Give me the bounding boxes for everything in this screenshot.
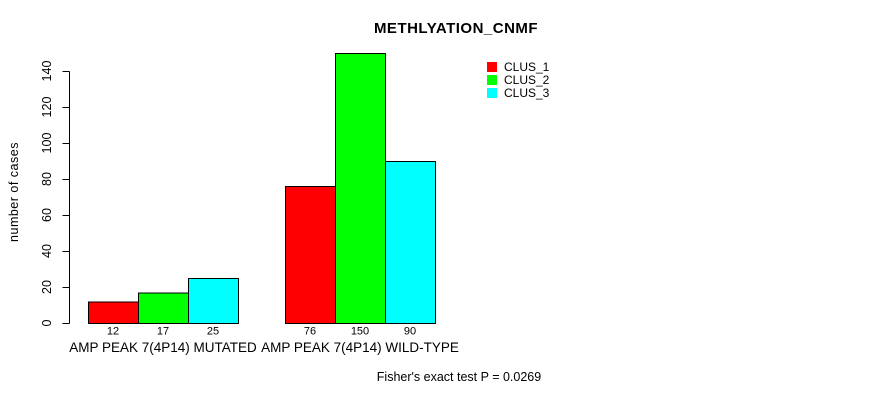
bar-value-label: 90 [404,326,416,338]
legend-swatch [487,62,497,73]
y-tick-label: 120 [40,97,54,118]
legend-label: CLUS_1 [504,60,550,75]
category-label: AMP PEAK 7(4P14) MUTATED [69,340,257,355]
bar-clus_2 [138,292,189,324]
y-tick-label: 100 [40,133,54,154]
bar-clus_3 [188,278,239,324]
legend-item: CLUS_1 [487,61,549,74]
bar-value-label: 17 [157,326,169,338]
legend: CLUS_1 CLUS_2 CLUS_3 [487,61,549,99]
y-tick-label: 60 [40,208,54,222]
y-axis-title: number of cases [7,142,21,242]
bar-clus_1 [285,186,336,324]
legend-label: CLUS_2 [504,73,550,88]
legend-item: CLUS_3 [487,86,549,99]
category-label: AMP PEAK 7(4P14) WILD-TYPE [261,340,459,355]
y-tick-label: 40 [40,244,54,258]
stat-test-annotation: Fisher's exact test P = 0.0269 [376,370,542,384]
bar-clus_3 [385,161,436,324]
y-tick-label: 80 [40,172,54,186]
y-tick-label: 140 [40,61,54,82]
legend-label: CLUS_3 [504,85,550,100]
legend-swatch [487,87,497,98]
legend-item: CLUS_2 [487,74,549,87]
legend-swatch [487,75,497,86]
bar-value-label: 12 [107,326,119,338]
y-tick-label: 0 [40,319,54,326]
bar-clus_2 [335,53,386,324]
bar-value-label: 25 [207,326,219,338]
chart-title: METHLYATION_CNMF [373,20,539,37]
bar-value-label: 150 [351,326,369,338]
y-tick-label: 20 [40,280,54,294]
bar-clus_1 [88,301,139,324]
bar-value-label: 76 [304,326,316,338]
